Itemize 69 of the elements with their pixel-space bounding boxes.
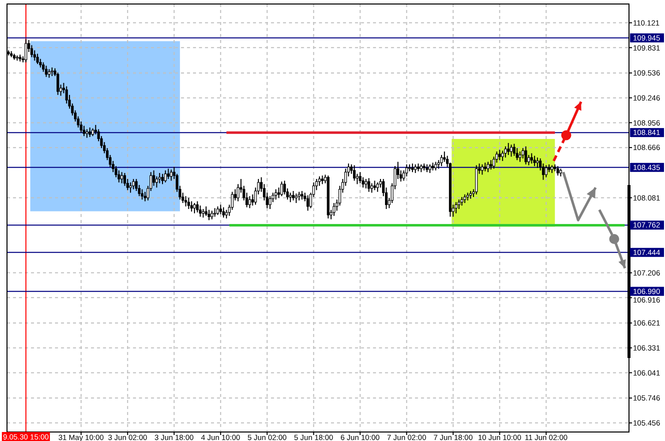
candlestick <box>164 170 167 183</box>
candlestick <box>158 172 161 184</box>
candlestick <box>332 202 336 216</box>
candlestick <box>368 178 370 192</box>
candlestick <box>167 168 170 180</box>
candlestick <box>251 194 254 206</box>
candlestick <box>376 182 379 192</box>
candlestick <box>56 72 60 96</box>
candlestick <box>522 148 524 159</box>
candlestick <box>440 154 443 167</box>
candlestick <box>193 202 196 214</box>
candlestick <box>132 178 135 190</box>
candlestick <box>318 176 321 186</box>
candlestick <box>516 148 518 161</box>
candlestick <box>44 65 48 78</box>
candlestick <box>187 197 190 210</box>
candlestick <box>204 206 208 216</box>
candlestick <box>480 164 484 176</box>
candlestick <box>475 164 478 195</box>
candlestick <box>144 191 146 202</box>
candlestick <box>120 172 124 184</box>
candlestick <box>219 204 222 215</box>
candlestick <box>280 181 283 197</box>
candlestick <box>289 192 292 203</box>
candlestick <box>161 173 164 185</box>
candlestick <box>198 205 202 218</box>
candlestick <box>306 194 310 212</box>
candlestick <box>373 180 376 191</box>
candlestick <box>370 182 374 194</box>
candlestick <box>504 146 507 158</box>
candlestick <box>556 166 560 176</box>
candlestick <box>507 142 510 156</box>
candlestick <box>274 188 278 200</box>
candlestick <box>518 151 522 162</box>
candlestick <box>88 127 92 138</box>
candlestick <box>140 188 144 200</box>
candlestick <box>184 196 188 207</box>
candlestick <box>196 200 199 213</box>
candlestick <box>486 161 490 173</box>
candlestick <box>533 155 536 167</box>
candlestick <box>248 196 251 209</box>
candlestick <box>208 209 210 221</box>
candlestick <box>510 144 513 158</box>
candlestick <box>358 172 362 184</box>
candlestick <box>268 196 272 210</box>
candlestick <box>292 190 295 201</box>
candlestick <box>152 170 156 186</box>
candlestick <box>222 206 225 218</box>
candlestick <box>24 38 28 63</box>
candlestick <box>36 53 39 65</box>
candlestick <box>118 170 120 183</box>
candlestick <box>82 125 86 137</box>
candlestick <box>170 169 173 182</box>
candlestick <box>490 160 492 170</box>
candlestick <box>512 143 516 156</box>
candlestick <box>454 202 458 214</box>
candlestick <box>536 157 539 168</box>
candlestick <box>544 164 548 178</box>
candlestick <box>129 182 132 194</box>
candlestick <box>530 152 533 164</box>
candlestick <box>353 164 356 182</box>
candlestick <box>524 146 528 165</box>
candlestick <box>405 164 408 177</box>
candlestick <box>123 172 126 186</box>
candlestick <box>498 149 501 161</box>
candlestick <box>501 150 504 162</box>
candlestick <box>458 199 460 210</box>
candlestick <box>190 200 193 212</box>
candlestick <box>364 178 368 189</box>
